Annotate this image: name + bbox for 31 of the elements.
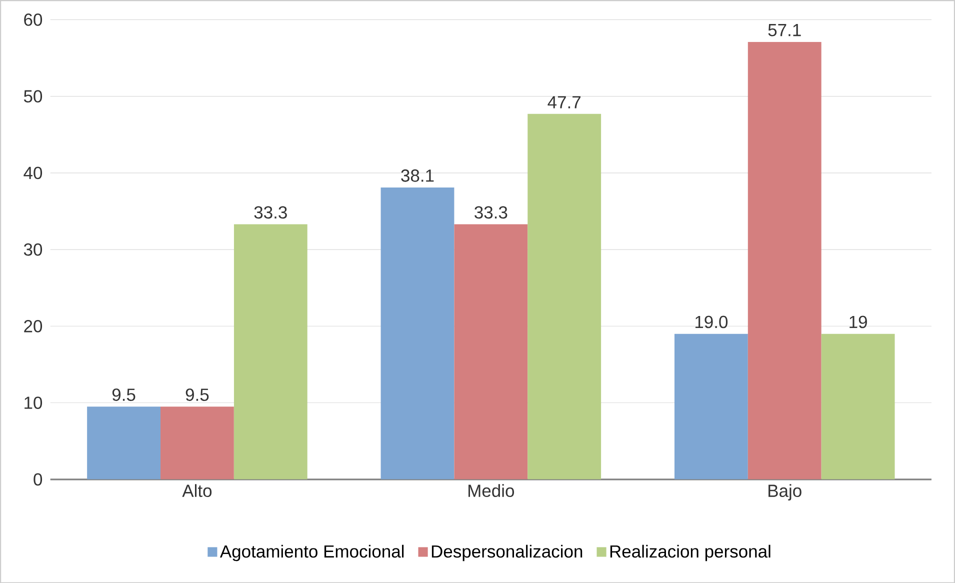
x-tick-label: Alto [182, 484, 212, 497]
y-tick-label: 0 [34, 473, 42, 486]
data-label: 57.1 [768, 24, 801, 36]
data-label: 33.3 [254, 206, 287, 218]
x-tick-label: Bajo [768, 484, 802, 500]
legend-label: Realizacion personal [610, 544, 770, 561]
bar [821, 334, 895, 480]
data-label: 33.3 [474, 206, 508, 218]
y-tick-label: 20 [24, 320, 42, 332]
data-label: 47.7 [548, 96, 580, 108]
data-label: 19.0 [695, 316, 728, 328]
bar [528, 114, 602, 480]
legend-label: Agotamiento Emocional [220, 544, 404, 561]
y-tick-label: 60 [24, 13, 42, 26]
data-label: 38.1 [401, 169, 434, 182]
data-label: 19 [850, 316, 867, 328]
bar [160, 406, 234, 480]
data-label: 9.5 [186, 388, 209, 401]
y-tick-label: 40 [24, 166, 42, 179]
data-label: 9.5 [112, 388, 136, 401]
y-tick-label: 30 [24, 243, 42, 256]
bar [380, 187, 454, 480]
y-tick-label: 50 [24, 90, 42, 102]
bar [87, 406, 160, 480]
legend-label: Despersonalizacion [432, 544, 582, 561]
x-tick-label: Medio [468, 484, 514, 497]
bar [234, 224, 308, 480]
y-tick-label: 10 [24, 396, 42, 409]
bar [454, 224, 528, 480]
bar [674, 334, 748, 480]
bar [748, 42, 822, 480]
